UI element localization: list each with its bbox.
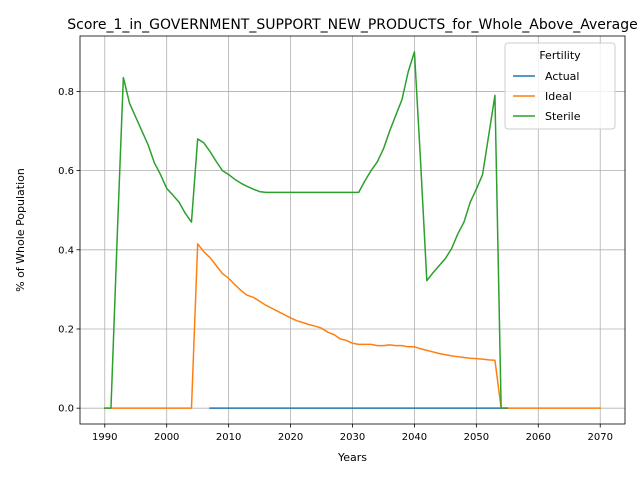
y-tick-label: 0.0 bbox=[58, 404, 74, 415]
y-tick-label: 0.8 bbox=[58, 87, 74, 98]
x-tick-label: 2030 bbox=[340, 432, 365, 443]
legend-title: Fertility bbox=[539, 49, 581, 62]
x-tick-label: 1990 bbox=[92, 432, 117, 443]
x-axis-title: Years bbox=[337, 451, 367, 464]
x-tick-label: 2070 bbox=[588, 432, 613, 443]
x-tick-label: 2020 bbox=[278, 432, 303, 443]
legend-label-sterile: Sterile bbox=[545, 110, 581, 123]
legend-box bbox=[504, 42, 616, 130]
series-lines bbox=[104, 51, 601, 409]
x-tick-label: 2040 bbox=[402, 432, 427, 443]
x-tick-label: 2010 bbox=[216, 432, 241, 443]
chart-title: Score_1_in_GOVERNMENT_SUPPORT_NEW_PRODUC… bbox=[67, 17, 637, 33]
y-tick-label: 0.2 bbox=[58, 324, 74, 335]
series-line-ideal bbox=[104, 243, 601, 409]
x-tick-label: 2050 bbox=[464, 432, 489, 443]
x-tick-label: 2060 bbox=[526, 432, 551, 443]
legend: Fertility Actual Ideal Sterile bbox=[504, 42, 616, 130]
y-tick-label: 0.4 bbox=[58, 245, 74, 256]
series-line-sterile bbox=[104, 51, 509, 409]
legend-label-actual: Actual bbox=[545, 70, 579, 83]
x-tick-label: 2000 bbox=[154, 432, 179, 443]
y-tick-label: 0.6 bbox=[58, 166, 74, 177]
legend-label-ideal: Ideal bbox=[545, 90, 572, 103]
legend-items: Actual Ideal Sterile bbox=[513, 70, 581, 123]
y-axis-ticks: 0.0 0.2 0.4 0.6 0.8 bbox=[58, 87, 80, 415]
x-axis-ticks: 1990 2000 2010 2020 2030 2040 2050 2060 2070 bbox=[92, 424, 613, 443]
y-axis-title: % of Whole Population bbox=[14, 168, 27, 292]
